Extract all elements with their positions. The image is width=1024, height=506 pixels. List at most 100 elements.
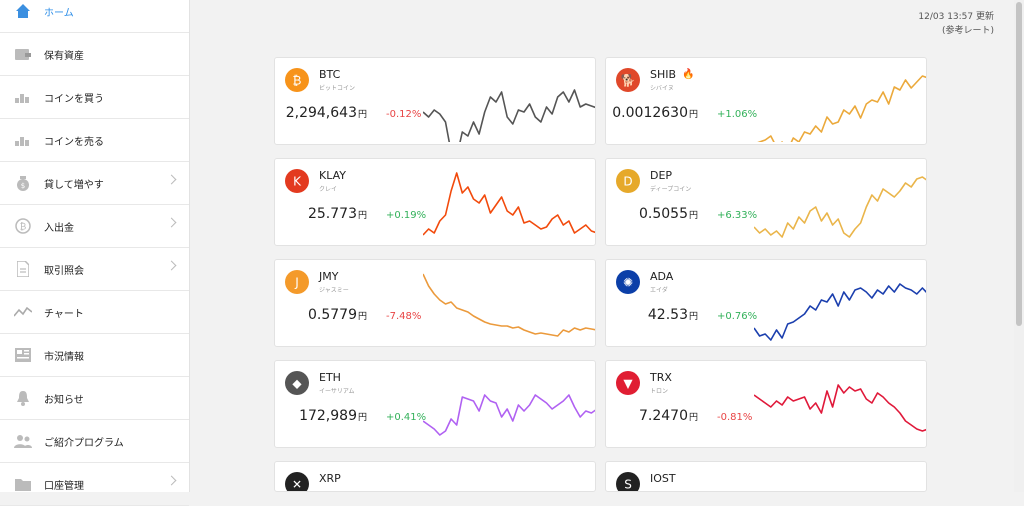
rate-timestamp: 12/03 13:57 更新 (参考レート) [918, 10, 994, 38]
coin-name: シバイヌ [650, 85, 674, 92]
price-value: 0.5779 [307, 307, 357, 323]
coin-price: 0.5055円 [639, 206, 698, 222]
sidebar-item-label: チャート [44, 308, 84, 320]
coin-price: 0.0012630円 [612, 105, 698, 121]
sidebar-item-sell[interactable]: コインを売る [0, 119, 189, 162]
coin-card-iost[interactable]: S IOST [605, 461, 927, 492]
sidebar-item-history[interactable]: 取引照会 [0, 248, 189, 291]
svg-text:K: K [293, 175, 302, 189]
price-change: +1.06% [717, 109, 758, 120]
sidebar-item-label: 口座管理 [44, 480, 84, 492]
newspaper-icon [14, 346, 32, 364]
price-value: 7.2470 [638, 408, 688, 424]
sidebar-item-assets[interactable]: 保有資産 [0, 33, 189, 76]
sidebar-item-buy[interactable]: コインを買う [0, 76, 189, 119]
coin-name: エイダ [650, 287, 668, 294]
svg-text:J: J [294, 276, 299, 290]
price-change: +0.76% [717, 311, 758, 322]
sidebar-item-label: お知らせ [44, 394, 84, 406]
coin-card-trx[interactable]: ▼ TRX トロン 7.2470円 -0.81% [605, 360, 927, 448]
jasmy-logo-icon: J [285, 270, 309, 294]
bell-icon [14, 389, 32, 407]
chevron-right-icon [166, 260, 177, 271]
currency-unit: 円 [357, 110, 367, 120]
sidebar-item-label: コインを買う [44, 93, 104, 105]
coin-name: クレイ [319, 186, 338, 193]
sidebar-item-deposit-withdraw[interactable]: ₿ 入出金 [0, 205, 189, 248]
sidebar-item-label: 取引照会 [44, 265, 84, 277]
sidebar-item-home[interactable]: ホーム [0, 0, 189, 33]
cardano-logo-icon: ✺ [616, 270, 640, 294]
sidebar-item-notices[interactable]: お知らせ [0, 377, 189, 420]
coin-symbol: JMY [319, 270, 339, 283]
coin-symbol: BTC [319, 68, 341, 81]
coin-symbol: KLAY [319, 169, 346, 182]
price-sparkline [423, 273, 595, 337]
scrollbar[interactable] [1014, 0, 1024, 492]
sidebar-item-lending[interactable]: $ 貸して増やす [0, 162, 189, 205]
tron-logo-icon: ▼ [616, 371, 640, 395]
scrollbar-thumb[interactable] [1016, 2, 1022, 326]
price-change: -7.48% [386, 311, 422, 322]
sidebar-item-referral[interactable]: ご紹介プログラム [0, 420, 189, 463]
sidebar-item-account[interactable]: 口座管理 [0, 463, 189, 506]
chevron-right-icon [166, 217, 177, 228]
coin-name: ジャスミー [319, 287, 349, 294]
price-sparkline [754, 384, 926, 432]
svg-text:₿: ₿ [20, 222, 27, 233]
xrp-logo-icon: ✕ [285, 472, 309, 491]
document-icon [14, 260, 32, 278]
price-value: 0.5055 [638, 206, 688, 222]
bitcoin-logo-icon: ₿ [285, 68, 309, 92]
currency-unit: 円 [688, 211, 698, 221]
update-time: 12/03 13:57 更新 [918, 12, 994, 22]
shiba-logo-icon: 🐕 [616, 68, 640, 92]
sidebar-item-label: ホーム [44, 7, 74, 19]
price-change: +0.41% [386, 412, 427, 423]
wallet-icon [14, 45, 32, 63]
people-icon [14, 432, 32, 450]
coin-card-xrp[interactable]: ✕ XRP [274, 461, 596, 492]
price-change: +6.33% [717, 210, 758, 221]
currency-unit: 円 [357, 312, 367, 322]
svg-text:◆: ◆ [292, 377, 302, 391]
bitcoin-circle-icon: ₿ [14, 217, 32, 235]
iost-logo-icon: S [616, 472, 640, 492]
coin-card-klay[interactable]: K KLAY クレイ 25.773円 +0.19% [274, 158, 596, 246]
coin-price: 2,294,643円 [286, 105, 367, 121]
fire-icon: 🔥 [682, 69, 695, 80]
price-change: -0.81% [717, 412, 753, 423]
ethereum-logo-icon: ◆ [285, 371, 309, 395]
coin-price: 0.5779円 [308, 307, 367, 323]
price-change: -0.12% [386, 109, 422, 120]
sidebar-item-market-news[interactable]: 市況情報 [0, 334, 189, 377]
coin-name: トロン [650, 388, 669, 395]
price-value: 0.0012630 [612, 105, 688, 121]
coin-symbol: IOST [650, 472, 676, 485]
coin-symbol: ADA [650, 270, 674, 283]
sidebar-item-label: 貸して増やす [44, 179, 104, 191]
coin-card-eth[interactable]: ◆ ETH イーサリアム 172,989円 +0.41% [274, 360, 596, 448]
coin-price: 42.53円 [648, 307, 698, 323]
price-sparkline [754, 176, 926, 238]
coin-card-shib[interactable]: 🐕 SHIB 🔥 シバイヌ 0.0012630円 +1.06% [605, 57, 927, 145]
coin-card-jmy[interactable]: J JMY ジャスミー 0.5779円 -7.48% [274, 259, 596, 347]
coin-name: ディープコイン [650, 186, 692, 193]
coin-stack-icon [14, 88, 32, 106]
sidebar-item-chart[interactable]: チャート [0, 291, 189, 334]
price-value: 2,294,643 [285, 105, 357, 121]
svg-text:✺: ✺ [623, 276, 633, 290]
home-icon [14, 2, 32, 20]
currency-unit: 円 [688, 312, 698, 322]
svg-text:S: S [624, 478, 632, 492]
coin-name: ビットコイン [319, 85, 356, 92]
coin-card-btc[interactable]: ₿ BTC ビットコイン 2,294,643円 -0.12% [274, 57, 596, 145]
svg-text:₿: ₿ [293, 74, 302, 88]
sidebar-item-label: 保有資産 [44, 50, 84, 62]
coin-card-ada[interactable]: ✺ ADA エイダ 42.53円 +0.76% [605, 259, 927, 347]
coin-stack-icon [14, 131, 32, 149]
coin-card-dep[interactable]: D DEP ディープコイン 0.5055円 +6.33% [605, 158, 927, 246]
sidebar-item-label: 市況情報 [44, 351, 84, 363]
reference-rate-note: (参考レート) [941, 26, 994, 36]
money-bag-icon: $ [14, 174, 32, 192]
